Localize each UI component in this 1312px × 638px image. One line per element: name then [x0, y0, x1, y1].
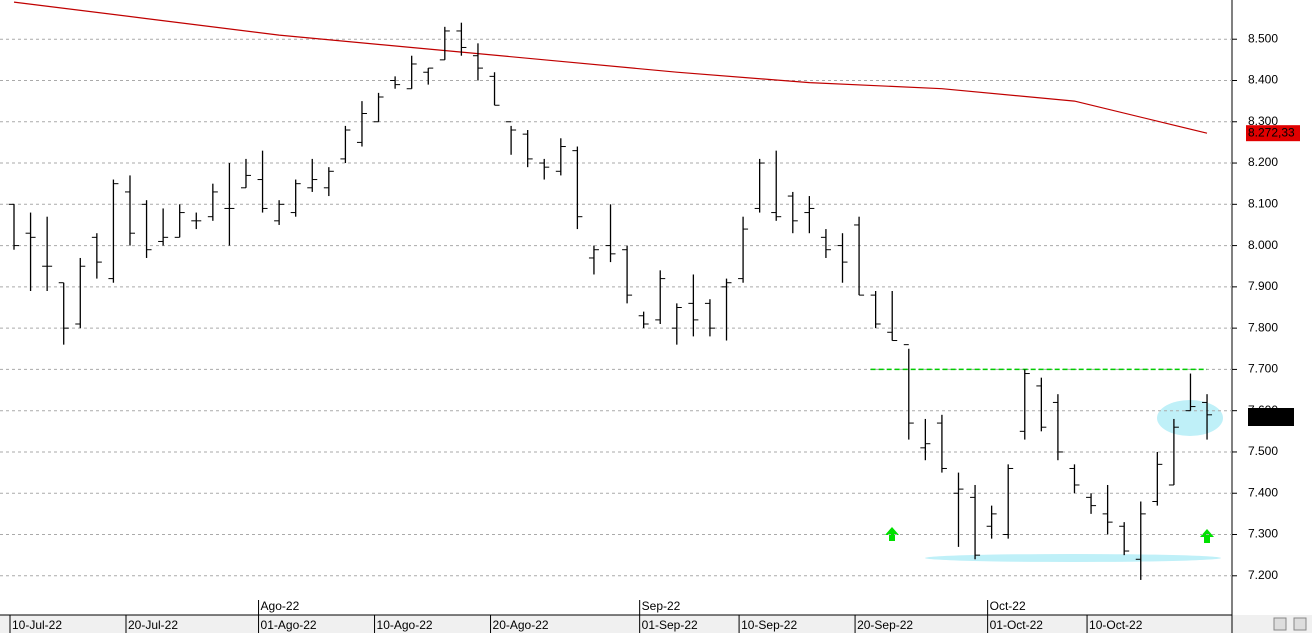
y-tick-label: 8.100 — [1248, 196, 1278, 210]
y-tick-label: 8.400 — [1248, 73, 1278, 87]
up-arrow — [1200, 529, 1214, 543]
y-tick-label: 7.700 — [1248, 362, 1278, 376]
x-tick-label: 10-Oct-22 — [1089, 618, 1143, 632]
y-tick-label: 7.500 — [1248, 444, 1278, 458]
y-tick-label: 8.500 — [1248, 31, 1278, 45]
y-tick-label: 7.800 — [1248, 320, 1278, 334]
x-tick-label: 20-Jul-22 — [128, 618, 178, 632]
month-label: Oct-22 — [990, 599, 1026, 613]
x-axis-strip — [0, 615, 1312, 633]
y-tick-label: 7.600 — [1248, 403, 1278, 417]
x-tick-label: 01-Sep-22 — [642, 618, 698, 632]
x-tick-label: 10-Ago-22 — [377, 618, 433, 632]
last-value-label: 8.272,33 — [1248, 125, 1295, 139]
arrows — [885, 527, 1214, 543]
support-zone — [925, 554, 1221, 562]
x-tick-label: 10-Jul-22 — [12, 618, 62, 632]
toolbar — [1273, 617, 1307, 631]
x-tick-label: 20-Ago-22 — [493, 618, 549, 632]
y-tick-label: 7.300 — [1248, 527, 1278, 541]
y-tick-label: 8.200 — [1248, 155, 1278, 169]
y-tick-label: 7.200 — [1248, 568, 1278, 582]
up-arrow — [885, 527, 899, 541]
price-marker — [1248, 408, 1294, 426]
y-tick-label: 7.400 — [1248, 485, 1278, 499]
toolbar-button[interactable] — [1273, 617, 1287, 631]
moving-average — [13, 1, 1208, 134]
toolbar-button[interactable] — [1293, 617, 1307, 631]
x-tick-label: 10-Sep-22 — [741, 618, 797, 632]
month-label: Sep-22 — [642, 599, 681, 613]
month-label: Ago-22 — [261, 599, 300, 613]
x-tick-label: 01-Oct-22 — [990, 618, 1044, 632]
x-tick-label: 01-Ago-22 — [261, 618, 317, 632]
last-value-box — [1246, 125, 1300, 142]
y-tick-label: 8.000 — [1248, 238, 1278, 252]
y-tick-label: 8.300 — [1248, 114, 1278, 128]
x-tick-label: 20-Sep-22 — [857, 618, 913, 632]
y-tick-label: 7.900 — [1248, 279, 1278, 293]
